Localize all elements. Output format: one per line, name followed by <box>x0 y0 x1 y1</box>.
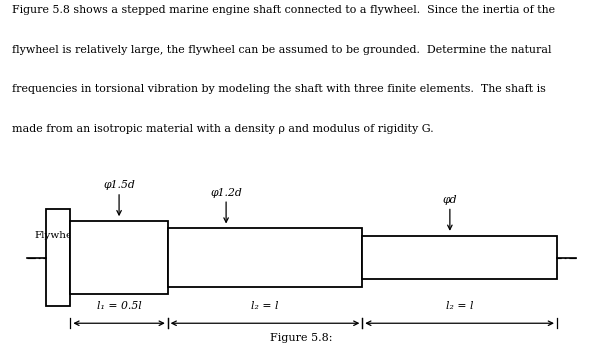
Text: l₂ = l: l₂ = l <box>251 301 279 311</box>
Text: Flywheel: Flywheel <box>34 231 82 240</box>
Text: φd: φd <box>443 195 457 205</box>
Text: Figure 5.8 shows a stepped marine engine shaft connected to a flywheel.  Since t: Figure 5.8 shows a stepped marine engine… <box>12 5 555 15</box>
Text: φ1.2d: φ1.2d <box>210 188 242 198</box>
Bar <box>168 228 362 287</box>
Text: Figure 5.8:: Figure 5.8: <box>270 333 333 343</box>
Text: frequencies in torsional vibration by modeling the shaft with three finite eleme: frequencies in torsional vibration by mo… <box>12 84 546 94</box>
Text: φ1.5d: φ1.5d <box>103 180 135 190</box>
Bar <box>46 209 71 306</box>
Text: l₁ = 0.5l: l₁ = 0.5l <box>96 301 142 311</box>
Bar <box>362 236 557 279</box>
Text: flywheel is relatively large, the flywheel can be assumed to be grounded.  Deter: flywheel is relatively large, the flywhe… <box>12 45 552 55</box>
Text: l₂ = l: l₂ = l <box>446 301 473 311</box>
Text: made from an isotropic material with a density ρ and modulus of rigidity G.: made from an isotropic material with a d… <box>12 124 434 134</box>
Bar <box>71 221 168 294</box>
